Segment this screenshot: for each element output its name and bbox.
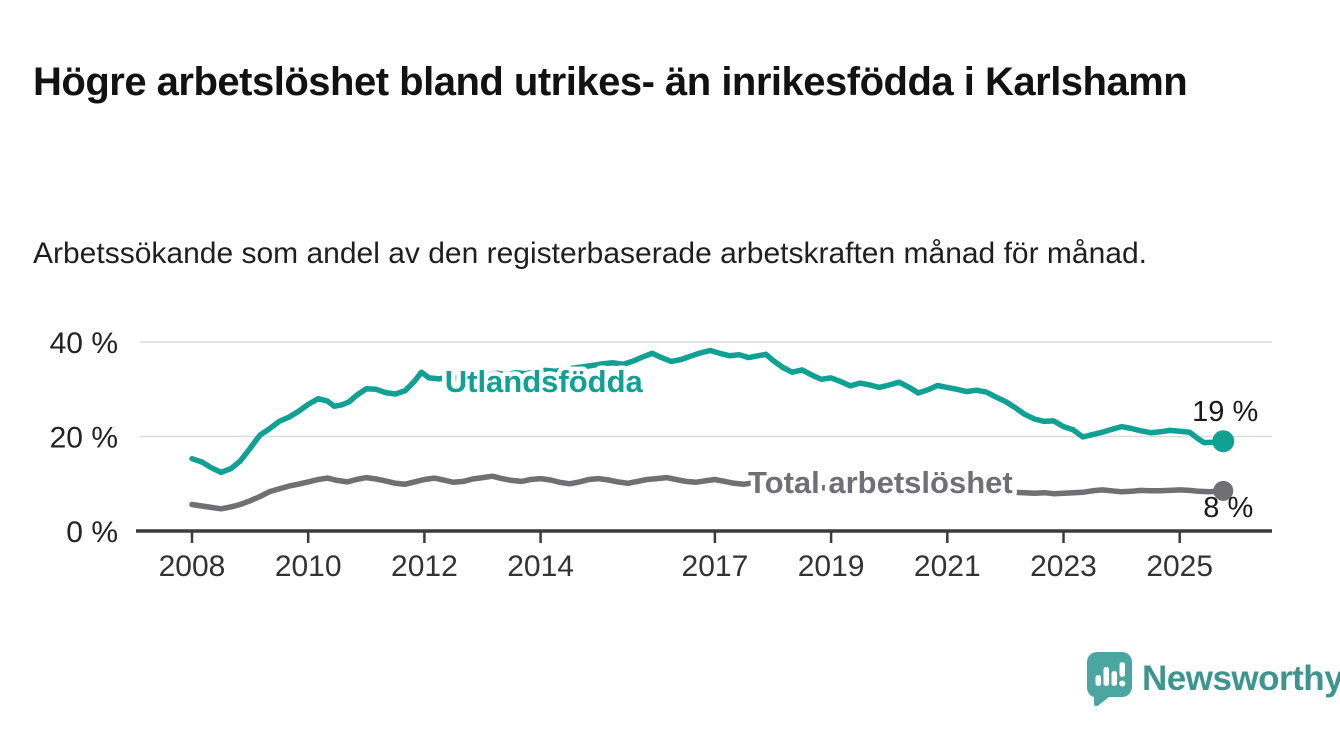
x-axis-tick-label: 2014 — [507, 550, 574, 583]
x-axis-tick-label: 2010 — [275, 550, 342, 583]
end-dot-total-arbetsl-shet — [1213, 480, 1234, 501]
newsworthy-logo: Newsworthy — [1086, 652, 1340, 707]
end-value-label-total-arbetsl-shet: 8 % — [1203, 492, 1253, 524]
x-axis-tick-label: 2012 — [391, 550, 458, 583]
page-subtitle: Arbetssökande som andel av den registerb… — [33, 237, 1147, 270]
x-axis-tick-label: 2021 — [914, 550, 981, 583]
y-axis-tick-label: 0 % — [66, 516, 118, 549]
series-label-total-arbetsl-shet: Total arbetslöshet — [748, 465, 1013, 500]
x-axis-tick-label: 2008 — [159, 550, 226, 583]
y-axis-tick-label: 20 % — [50, 422, 118, 455]
series-label-utlandsf-dda: Utlandsfödda — [445, 364, 644, 399]
speech-bubble-bar-chart-icon — [1086, 652, 1132, 707]
end-value-label-utlandsf-dda: 19 % — [1192, 396, 1258, 428]
x-axis-tick-label: 2019 — [798, 550, 865, 583]
page-title: Högre arbetslöshet bland utrikes- än inr… — [33, 59, 1188, 104]
x-axis-tick-label: 2023 — [1030, 550, 1097, 583]
end-dot-utlandsf-dda — [1212, 430, 1235, 453]
x-axis-tick-label: 2025 — [1146, 550, 1213, 583]
line-total-arbetsl-shet — [189, 473, 1227, 512]
newsworthy-logo-text: Newsworthy — [1142, 659, 1340, 698]
line-utlandsf-dda — [189, 347, 1227, 476]
x-axis-tick-label: 2017 — [682, 550, 749, 583]
y-axis-tick-label: 40 % — [50, 327, 118, 360]
